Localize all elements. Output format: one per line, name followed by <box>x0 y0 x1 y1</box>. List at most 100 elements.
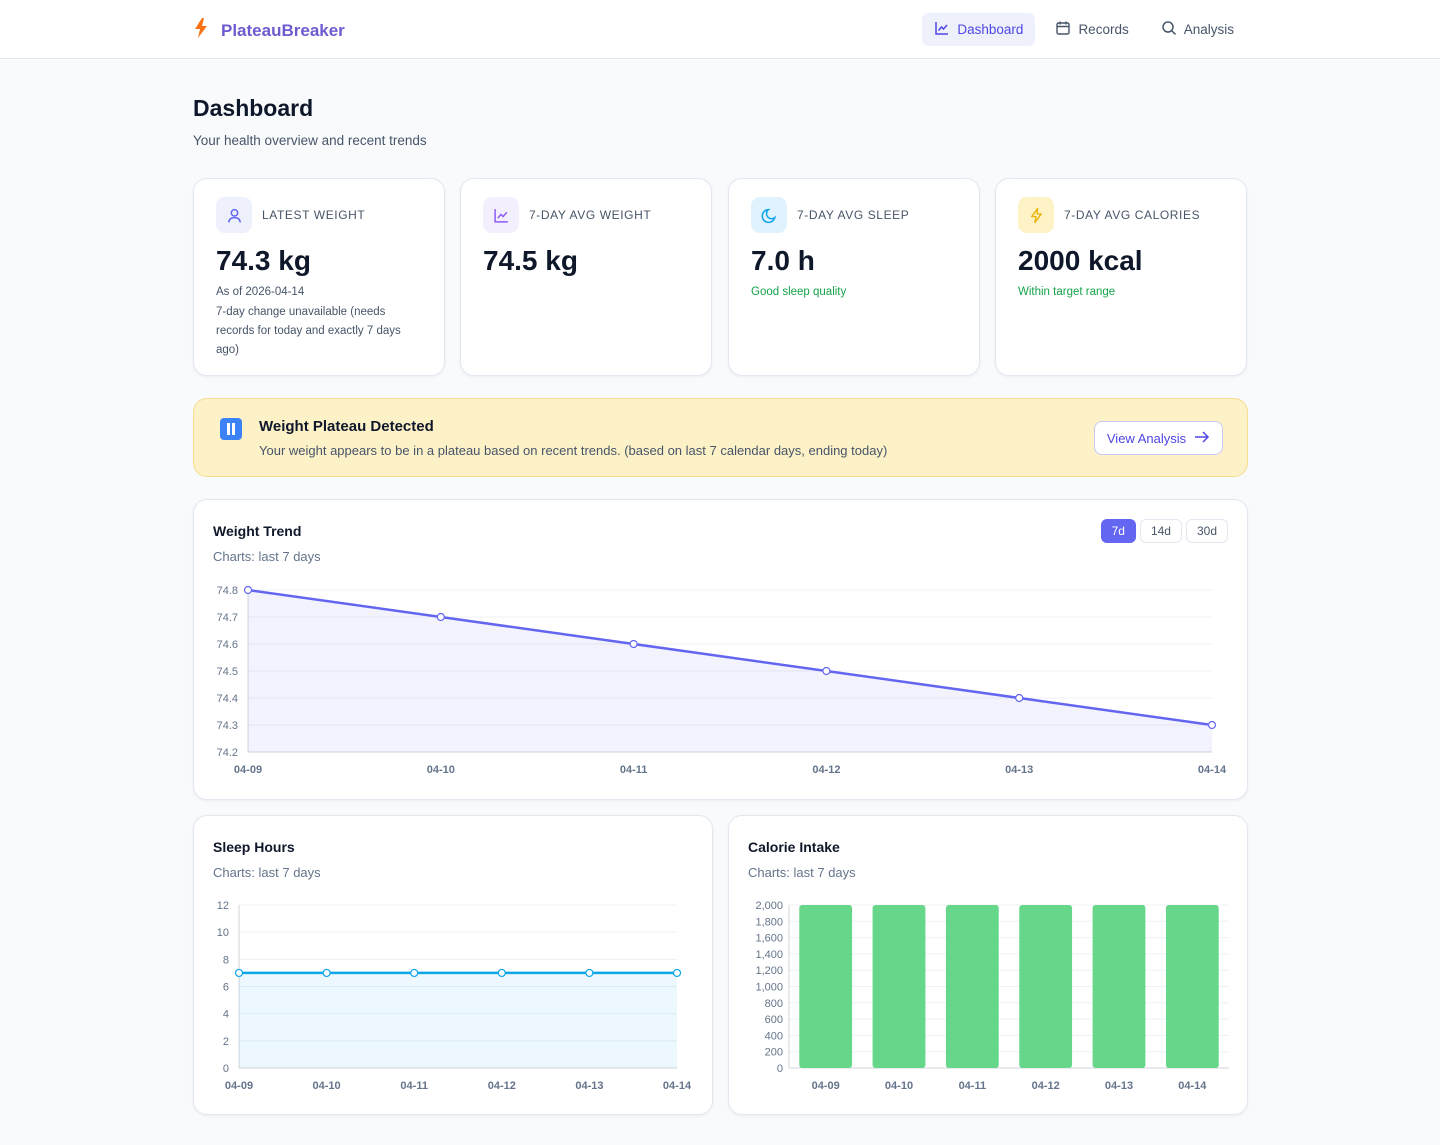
stat-value: 74.3 kg <box>216 245 311 276</box>
x-tick-label: 04-11 <box>400 1080 428 1092</box>
stat-note: Within target range <box>1018 286 1116 298</box>
y-tick-label: 12 <box>217 900 229 912</box>
data-point <box>1015 693 1024 703</box>
chart-subtitle: Charts: last 7 days <box>213 865 321 880</box>
data-point <box>629 639 638 649</box>
bar <box>1165 905 1219 1068</box>
range-14d-button[interactable]: 14d <box>1139 519 1182 543</box>
data-point <box>585 968 594 978</box>
nav-dashboard[interactable]: Dashboard <box>922 13 1036 46</box>
bar <box>799 905 853 1068</box>
series-area <box>248 590 1212 752</box>
stat-card-avg-weight: 7-DAY AVG WEIGHT 74.5 kg <box>460 178 712 376</box>
range-30d-button[interactable]: 30d <box>1185 519 1228 543</box>
data-point <box>243 585 253 595</box>
x-tick-label: 04-09 <box>812 1080 840 1092</box>
calorie-chart: 2,000 1,800 1,600 1,400 1,200 1,000 800 600 400 2… <box>755 900 1229 1092</box>
trend-chart-icon <box>483 197 519 233</box>
y-tick-label: 0 <box>777 1063 783 1075</box>
bar <box>945 905 999 1068</box>
stat-note: Good sleep quality <box>751 286 847 298</box>
y-tick-label: 0 <box>223 1063 229 1075</box>
x-tick-label: 04-09 <box>225 1080 253 1092</box>
alert-title: Weight Plateau Detected <box>259 418 434 435</box>
stat-card-avg-calories: 7-DAY AVG CALORIES 2000 kcal Within targ… <box>995 178 1247 376</box>
x-tick-label: 04-11 <box>620 764 648 776</box>
stat-value: 7.0 h <box>751 245 815 276</box>
stat-label: 7-DAY AVG WEIGHT <box>529 208 652 222</box>
x-tick-label: 04-10 <box>427 764 455 776</box>
stat-label: LATEST WEIGHT <box>262 208 366 222</box>
calendar-icon <box>1055 20 1071 39</box>
page-subtitle: Your health overview and recent trends <box>193 133 427 148</box>
y-tick-label: 1,000 <box>755 982 783 994</box>
y-tick-label: 10 <box>217 927 229 939</box>
x-tick-label: 04-10 <box>313 1080 341 1092</box>
x-tick-label: 04-11 <box>959 1080 987 1092</box>
data-point <box>1207 720 1217 730</box>
sleep-chart: 12 10 8 6 4 2 0 04-09 04-10 04-11 04-12 04-13 04-14 <box>217 900 692 1092</box>
y-tick-label: 8 <box>223 954 229 966</box>
bolt-logo-icon <box>195 18 207 43</box>
stat-value: 2000 kcal <box>1018 245 1143 276</box>
y-tick-label: 1,600 <box>755 933 783 945</box>
x-tick-label: 04-13 <box>1005 764 1033 776</box>
data-point <box>410 968 419 978</box>
y-tick-label: 1,200 <box>755 965 783 977</box>
stat-card-latest-weight: LATEST WEIGHT 74.3 kg As of 2026-04-14 7… <box>193 178 445 376</box>
y-tick-label: 1,800 <box>755 916 783 928</box>
range-7d-button[interactable]: 7d <box>1100 519 1136 543</box>
y-tick-label: 600 <box>765 1014 783 1026</box>
y-tick-label: 2 <box>223 1036 229 1048</box>
plateau-alert: Weight Plateau Detected Your weight appe… <box>193 398 1248 477</box>
stat-label: 7-DAY AVG CALORIES <box>1064 208 1201 222</box>
user-icon <box>216 197 252 233</box>
y-tick-label: 400 <box>765 1030 783 1042</box>
x-tick-label: 04-14 <box>1198 764 1227 776</box>
data-point <box>234 968 244 978</box>
y-tick-label: 1,400 <box>755 949 783 961</box>
bar <box>1092 905 1146 1068</box>
x-tick-label: 04-13 <box>1105 1080 1133 1092</box>
x-tick-label: 04-12 <box>488 1080 516 1092</box>
nav-analysis[interactable]: Analysis <box>1149 13 1246 46</box>
y-tick-label: 800 <box>765 998 783 1010</box>
stat-label: 7-DAY AVG SLEEP <box>797 208 910 222</box>
chart-title: Weight Trend <box>213 523 302 539</box>
x-tick-label: 04-12 <box>1032 1080 1060 1092</box>
nav-analysis-label: Analysis <box>1183 22 1234 37</box>
data-point <box>322 968 331 978</box>
view-analysis-button[interactable]: View Analysis <box>1094 421 1223 455</box>
y-tick-label: 6 <box>223 982 229 994</box>
stat-card-avg-sleep: 7-DAY AVG SLEEP 7.0 h Good sleep quality <box>728 178 980 376</box>
bar <box>872 905 926 1068</box>
y-tick-label: 74.5 <box>217 666 238 678</box>
nav-dashboard-label: Dashboard <box>957 22 1024 37</box>
x-tick-label: 04-09 <box>234 764 262 776</box>
y-tick-label: 74.4 <box>217 693 238 705</box>
top-navbar: PlateauBreaker Dashboard Records Analysi… <box>0 0 1440 59</box>
search-icon <box>1161 20 1177 39</box>
stat-value: 74.5 kg <box>483 245 578 276</box>
y-tick-label: 74.8 <box>217 585 238 597</box>
arrow-right-icon <box>1194 430 1210 446</box>
alert-text: Your weight appears to be in a plateau b… <box>259 443 888 458</box>
weight-chart: 74.8 74.7 74.6 74.5 74.4 74.3 74.2 04-09 04-10 04… <box>217 585 1227 776</box>
data-point <box>822 666 831 676</box>
x-tick-label: 04-14 <box>1178 1080 1207 1092</box>
view-analysis-label: View Analysis <box>1106 430 1187 446</box>
data-point <box>436 612 445 622</box>
bolt-icon <box>1018 197 1054 233</box>
page-title: Dashboard <box>193 95 314 121</box>
brand[interactable]: PlateauBreaker <box>195 18 345 43</box>
nav-records[interactable]: Records <box>1043 13 1140 46</box>
nav-records-label: Records <box>1078 22 1129 37</box>
bar <box>1019 905 1073 1068</box>
stat-note: As of 2026-04-14 <box>216 286 305 298</box>
sleep-hours-card: Sleep Hours Charts: last 7 days 12 10 8 6 4 2… <box>193 815 713 1115</box>
line-chart-icon <box>934 20 950 39</box>
y-tick-label: 2,000 <box>755 900 783 912</box>
chart-subtitle: Charts: last 7 days <box>213 549 321 564</box>
y-tick-label: 74.2 <box>217 747 238 759</box>
y-tick-label: 74.6 <box>217 639 238 651</box>
